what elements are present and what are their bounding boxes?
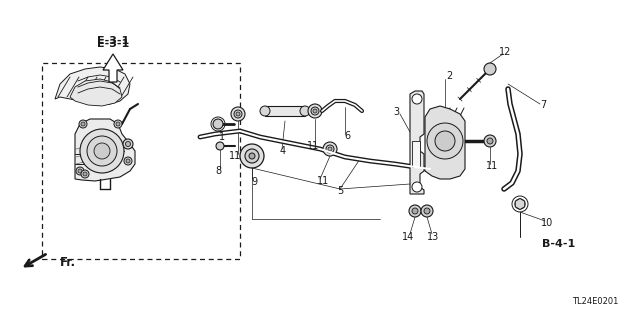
Text: 3: 3 bbox=[393, 107, 399, 117]
Circle shape bbox=[78, 169, 82, 173]
Polygon shape bbox=[515, 198, 525, 210]
Text: 9: 9 bbox=[251, 177, 257, 187]
Circle shape bbox=[125, 142, 131, 146]
Circle shape bbox=[323, 142, 337, 156]
Text: 11: 11 bbox=[229, 151, 241, 161]
Circle shape bbox=[409, 205, 421, 217]
Text: 12: 12 bbox=[499, 47, 511, 57]
Circle shape bbox=[308, 104, 322, 118]
Text: 11: 11 bbox=[317, 176, 329, 186]
Circle shape bbox=[515, 199, 525, 209]
Circle shape bbox=[213, 119, 223, 129]
Circle shape bbox=[124, 157, 132, 165]
Circle shape bbox=[260, 106, 270, 116]
Text: Fr.: Fr. bbox=[60, 256, 76, 269]
Text: 5: 5 bbox=[337, 186, 343, 196]
Bar bbox=[42, 63, 240, 259]
Circle shape bbox=[87, 136, 117, 166]
Circle shape bbox=[123, 139, 133, 149]
Circle shape bbox=[79, 120, 87, 128]
Polygon shape bbox=[55, 67, 130, 105]
Circle shape bbox=[424, 208, 430, 214]
Circle shape bbox=[94, 143, 110, 159]
Circle shape bbox=[216, 142, 224, 150]
Text: E-3-1: E-3-1 bbox=[97, 36, 129, 46]
Circle shape bbox=[487, 138, 493, 144]
Circle shape bbox=[81, 170, 89, 178]
Circle shape bbox=[427, 123, 463, 159]
Circle shape bbox=[126, 159, 130, 163]
Bar bbox=[412, 141, 420, 167]
Circle shape bbox=[83, 172, 87, 176]
Circle shape bbox=[435, 131, 455, 151]
Circle shape bbox=[116, 122, 120, 126]
Circle shape bbox=[80, 129, 124, 173]
Circle shape bbox=[313, 109, 317, 113]
Circle shape bbox=[328, 147, 332, 151]
Circle shape bbox=[412, 94, 422, 104]
Polygon shape bbox=[75, 119, 135, 181]
Text: 1: 1 bbox=[219, 132, 225, 142]
Text: B-4-1: B-4-1 bbox=[542, 239, 575, 249]
Text: 4: 4 bbox=[280, 146, 286, 156]
Text: 13: 13 bbox=[427, 232, 439, 242]
Circle shape bbox=[231, 107, 245, 121]
Polygon shape bbox=[410, 91, 424, 194]
Text: 11: 11 bbox=[486, 161, 498, 171]
Circle shape bbox=[249, 153, 255, 159]
Polygon shape bbox=[70, 79, 122, 106]
Circle shape bbox=[245, 149, 259, 163]
Text: 10: 10 bbox=[541, 218, 553, 228]
Text: 8: 8 bbox=[215, 166, 221, 176]
Text: 11: 11 bbox=[307, 141, 319, 151]
Bar bbox=[265, 106, 305, 116]
Circle shape bbox=[81, 122, 85, 126]
Circle shape bbox=[311, 107, 319, 115]
Circle shape bbox=[236, 112, 240, 116]
Text: 2: 2 bbox=[446, 71, 452, 81]
Circle shape bbox=[76, 167, 84, 175]
Circle shape bbox=[300, 106, 310, 116]
Circle shape bbox=[421, 205, 433, 217]
Circle shape bbox=[412, 182, 422, 192]
Polygon shape bbox=[103, 54, 123, 82]
Text: 14: 14 bbox=[402, 232, 414, 242]
Circle shape bbox=[234, 110, 242, 118]
Circle shape bbox=[484, 63, 496, 75]
Circle shape bbox=[412, 208, 418, 214]
Text: 6: 6 bbox=[344, 131, 350, 141]
Circle shape bbox=[240, 144, 264, 168]
Text: E-3-1: E-3-1 bbox=[97, 39, 129, 49]
Text: 7: 7 bbox=[540, 100, 546, 110]
Circle shape bbox=[326, 145, 334, 153]
Circle shape bbox=[484, 135, 496, 147]
Circle shape bbox=[114, 120, 122, 128]
Polygon shape bbox=[425, 106, 465, 179]
Text: TL24E0201: TL24E0201 bbox=[572, 296, 618, 306]
